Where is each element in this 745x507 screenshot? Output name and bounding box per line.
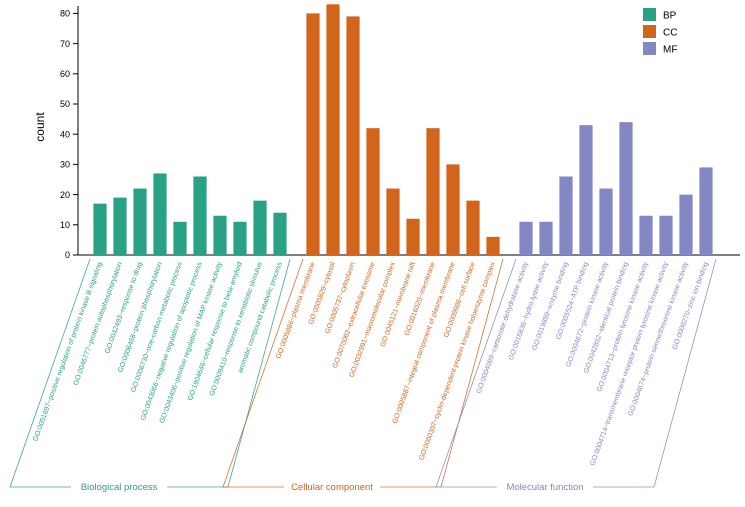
bar	[679, 194, 693, 255]
bar	[619, 122, 633, 256]
x-tick-label: GO:0004714~transmembrane receptor protei…	[589, 261, 670, 467]
y-tick-label: 10	[60, 220, 70, 230]
y-tick-label: 20	[60, 190, 70, 200]
y-tick-label: 30	[60, 160, 70, 170]
bar	[559, 176, 573, 255]
bar	[599, 188, 613, 255]
legend-swatch	[643, 8, 656, 21]
x-tick-label: GO:0005886~plasma membrane	[275, 261, 317, 359]
bar	[386, 188, 400, 255]
group-label-backdrop	[283, 481, 381, 493]
bar	[446, 164, 460, 255]
y-tick-label: 40	[60, 129, 70, 139]
bar	[426, 128, 440, 255]
y-tick-label: 80	[60, 9, 70, 19]
bar	[486, 236, 500, 255]
bar	[539, 221, 553, 255]
bar	[466, 200, 480, 255]
legend-label: MF	[663, 45, 677, 56]
group-label: Biological process	[81, 482, 158, 493]
group-label-backdrop	[70, 481, 168, 493]
bar	[659, 215, 673, 255]
group-label: Cellular component	[291, 482, 373, 493]
bar	[406, 218, 420, 255]
bar	[233, 221, 247, 255]
legend-label: BP	[663, 11, 677, 22]
bar	[153, 173, 167, 255]
y-tick-label: 60	[60, 69, 70, 79]
legend-swatch	[643, 42, 656, 55]
bar	[519, 221, 533, 255]
group-label: Molecular function	[506, 482, 583, 493]
bar	[579, 125, 593, 255]
bar	[113, 197, 127, 255]
x-tick-label: GO:0000307~cyclin-dependent protein kina…	[418, 261, 497, 462]
bar	[133, 188, 147, 255]
group-label-backdrop	[496, 481, 594, 493]
bar	[346, 16, 360, 256]
x-tick-label: GO:0051897~positive regulation of protei…	[32, 261, 104, 442]
x-tick-label: GO:0019899~enzyme binding	[531, 261, 569, 351]
x-tick-label: GO:0016836~hydro-lyase activity	[508, 261, 550, 361]
bar	[306, 13, 320, 256]
bar	[326, 4, 340, 256]
bar	[173, 221, 187, 255]
bar	[366, 128, 380, 255]
bar	[213, 215, 227, 255]
x-tick-label: GO:0042493~response to drug	[104, 261, 144, 354]
y-tick-label: 70	[60, 39, 70, 49]
legend-swatch	[643, 25, 656, 38]
y-tick-label: 0	[65, 250, 70, 260]
bar	[639, 215, 653, 255]
bar	[273, 212, 287, 255]
legend-label: CC	[663, 28, 677, 39]
y-tick-label: 50	[60, 99, 70, 109]
bar	[93, 203, 107, 255]
bar	[253, 200, 267, 255]
bar	[699, 167, 713, 255]
bar	[193, 176, 207, 255]
